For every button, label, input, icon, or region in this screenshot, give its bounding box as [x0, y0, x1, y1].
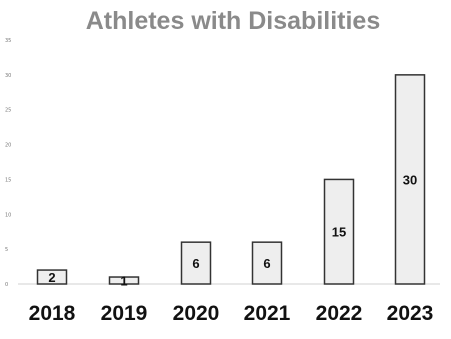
data-label-2022: 15	[332, 225, 346, 240]
y-tick-label: 35	[5, 38, 11, 44]
y-tick-label: 5	[5, 247, 8, 253]
bar-2022	[323, 178, 355, 285]
data-label-2020: 6	[192, 256, 199, 271]
x-tick-label: 2020	[173, 302, 220, 325]
y-tick-label: 15	[5, 177, 11, 183]
x-tick-label: 2018	[29, 302, 76, 325]
data-label-2021: 6	[263, 256, 270, 271]
y-axis: 0 5 10 15 20 25 30 35	[5, 38, 11, 288]
x-tick-label: 2022	[316, 302, 363, 325]
x-tick-label: 2021	[244, 302, 291, 325]
data-label-2018: 2	[48, 270, 55, 285]
bar-2019	[108, 276, 140, 285]
chart-title: Athletes with Disabilities	[86, 7, 381, 35]
x-tick-label: 2023	[387, 302, 434, 325]
data-label-2019: 1	[120, 274, 127, 289]
bar-2020	[180, 241, 212, 285]
bar-2018	[36, 269, 68, 285]
x-tick-label: 2019	[101, 302, 148, 325]
bar-2023	[394, 74, 426, 285]
data-label-2023: 30	[403, 172, 417, 187]
data-labels: 2 1 6 6 15 30	[48, 172, 417, 288]
y-tick-label: 20	[5, 143, 11, 149]
bars	[36, 74, 426, 285]
y-tick-label: 25	[5, 108, 11, 114]
y-tick-label: 30	[5, 73, 11, 79]
x-axis: 2018 2019 2020 2021 2022 2023	[29, 302, 434, 325]
y-tick-label: 10	[5, 212, 11, 218]
bar-2021	[251, 241, 283, 285]
y-tick-label: 0	[5, 282, 8, 288]
